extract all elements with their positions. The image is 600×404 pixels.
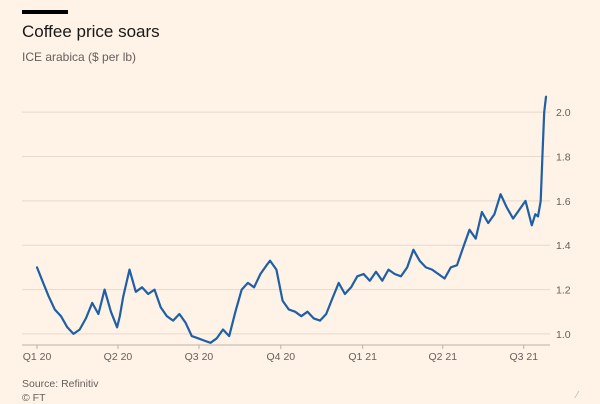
y-tick-label: 1.0	[556, 329, 571, 341]
y-tick-label: 1.2	[556, 285, 571, 297]
x-tick-label: Q1 20	[23, 351, 52, 363]
top-rule	[22, 10, 68, 14]
x-tick-label: Q3 21	[509, 351, 538, 363]
y-tick-label: 2.0	[556, 107, 571, 119]
x-tick-label: Q4 20	[267, 351, 296, 363]
x-tick-label: Q2 21	[428, 351, 457, 363]
corner-mark: ⁄	[576, 390, 578, 401]
price-series-line	[35, 95, 548, 344]
y-tick-label: 1.8	[556, 152, 571, 164]
source-note: Source: Refinitiv	[22, 378, 99, 390]
y-tick-label: 1.6	[556, 196, 571, 208]
x-tick-label: Q2 20	[104, 351, 133, 363]
chart-subtitle: ICE arabica ($ per lb)	[22, 50, 137, 64]
credit-note: © FT	[22, 392, 46, 404]
y-tick-label: 1.4	[556, 240, 571, 252]
x-tick-label: Q3 20	[185, 351, 214, 363]
chart-title: Coffee price soars	[22, 22, 160, 41]
x-tick-label: Q1 21	[348, 351, 377, 363]
